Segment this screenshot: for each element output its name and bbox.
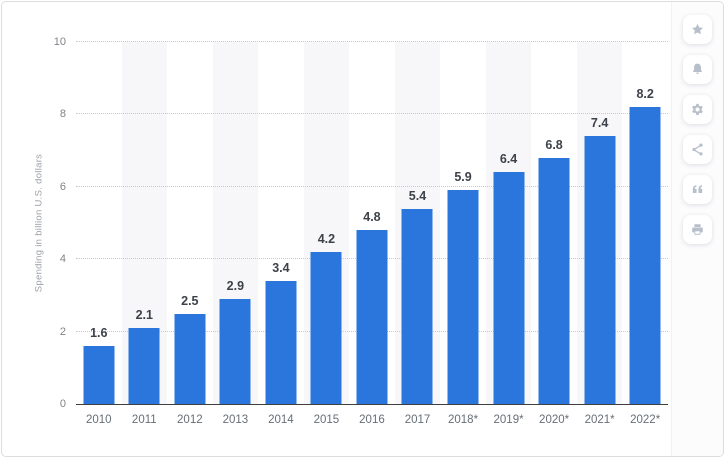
x-axis-label: 2020*	[539, 414, 570, 426]
bar-value-label: 2.9	[226, 279, 245, 294]
bell-icon	[693, 63, 702, 74]
chart-area: Spending in billion U.S. dollars 0 2 4 6 8 10…	[2, 2, 671, 456]
x-axis-label: 2017	[404, 414, 431, 426]
y-tick-label: 0	[59, 398, 66, 410]
bar	[174, 313, 206, 404]
bar-value-label: 8.2	[636, 87, 654, 102]
bar-column: 2.5 2012	[167, 42, 213, 426]
x-axis-label: 2022*	[630, 414, 661, 426]
action-sidebar	[671, 2, 723, 456]
bar	[356, 230, 388, 404]
bar-column: 7.4 2021*	[577, 42, 623, 426]
y-tick-label: 10	[53, 36, 66, 48]
bar-column: 3.4 2014	[258, 42, 304, 426]
x-axis-label: 2010	[85, 414, 112, 426]
bar	[265, 280, 297, 404]
bar	[584, 136, 616, 404]
plot-area: 0 2 4 6 8 10 1.6 2010 2.1 2011 2.5 2012 2.9 2013 3.4 2…	[54, 36, 668, 426]
bar-column: 8.2 2022*	[622, 42, 668, 426]
x-axis-label: 2018*	[447, 414, 479, 426]
bar	[401, 208, 433, 404]
gridline	[76, 113, 668, 115]
x-axis-label: 2014	[268, 414, 294, 426]
bar	[83, 346, 115, 404]
bar-column: 4.2 2015	[304, 42, 350, 426]
gridline	[76, 185, 668, 187]
bar-column: 5.4 2017	[395, 42, 441, 426]
bar-column: 1.6 2010	[76, 42, 122, 426]
bar	[219, 299, 251, 404]
x-axis-label: 2019*	[493, 414, 524, 426]
bar-value-label: 6.4	[499, 152, 518, 167]
x-axis-label: 2015	[313, 414, 340, 426]
bar	[493, 172, 525, 404]
x-axis-label: 2021*	[584, 414, 615, 426]
bar-value-label: 7.4	[590, 116, 609, 131]
bar-value-label: 3.4	[272, 260, 290, 275]
gridline	[76, 41, 668, 42]
bar-value-label: 2.5	[181, 293, 199, 308]
bar-column: 6.4 2019*	[486, 42, 532, 426]
bar	[128, 327, 160, 404]
y-tick-label: 8	[59, 108, 66, 121]
notifications-button[interactable]	[683, 55, 712, 84]
x-axis-label: 2012	[177, 414, 203, 426]
cite-button[interactable]	[683, 175, 712, 204]
bar-value-label: 4.2	[317, 231, 336, 246]
bar-column: 5.9 2018*	[440, 42, 486, 426]
favorite-button[interactable]	[683, 15, 712, 44]
y-tick-label: 4	[59, 253, 66, 266]
x-axis-label: 2016	[359, 414, 385, 426]
print-button[interactable]	[683, 215, 712, 244]
bar	[447, 190, 479, 404]
x-axis-label: 2011	[131, 414, 157, 426]
bar-value-label: 1.6	[90, 326, 108, 341]
x-axis-label: 2013	[222, 414, 249, 426]
share-icon	[692, 143, 703, 156]
bar-value-label: 6.8	[545, 137, 563, 152]
quote-icon	[692, 185, 703, 193]
bar	[538, 157, 570, 404]
bar	[310, 251, 342, 404]
bar-column: 4.8 2016	[349, 42, 395, 426]
bar-value-label: 5.4	[408, 188, 427, 203]
share-button[interactable]	[683, 135, 712, 164]
bar-value-label: 4.8	[363, 210, 381, 225]
gear-icon	[692, 103, 703, 116]
bar-columns: 1.6 2010 2.1 2011 2.5 2012 2.9 2013 3.4 2014 4.2 20…	[76, 42, 668, 426]
bar-value-label: 2.1	[135, 307, 153, 322]
y-tick-label: 2	[59, 325, 66, 338]
bar-column: 6.8 2020*	[531, 42, 577, 426]
bar-column: 2.9 2013	[213, 42, 259, 426]
bar-column: 2.1 2011	[122, 42, 168, 426]
y-tick-label: 6	[59, 180, 66, 193]
star-icon	[692, 23, 703, 35]
bar-value-label: 5.9	[454, 170, 472, 185]
settings-button[interactable]	[683, 95, 712, 124]
bar	[629, 107, 661, 404]
y-axis-title: Spending in billion U.S. dollars	[33, 153, 45, 293]
printer-icon	[692, 224, 703, 235]
